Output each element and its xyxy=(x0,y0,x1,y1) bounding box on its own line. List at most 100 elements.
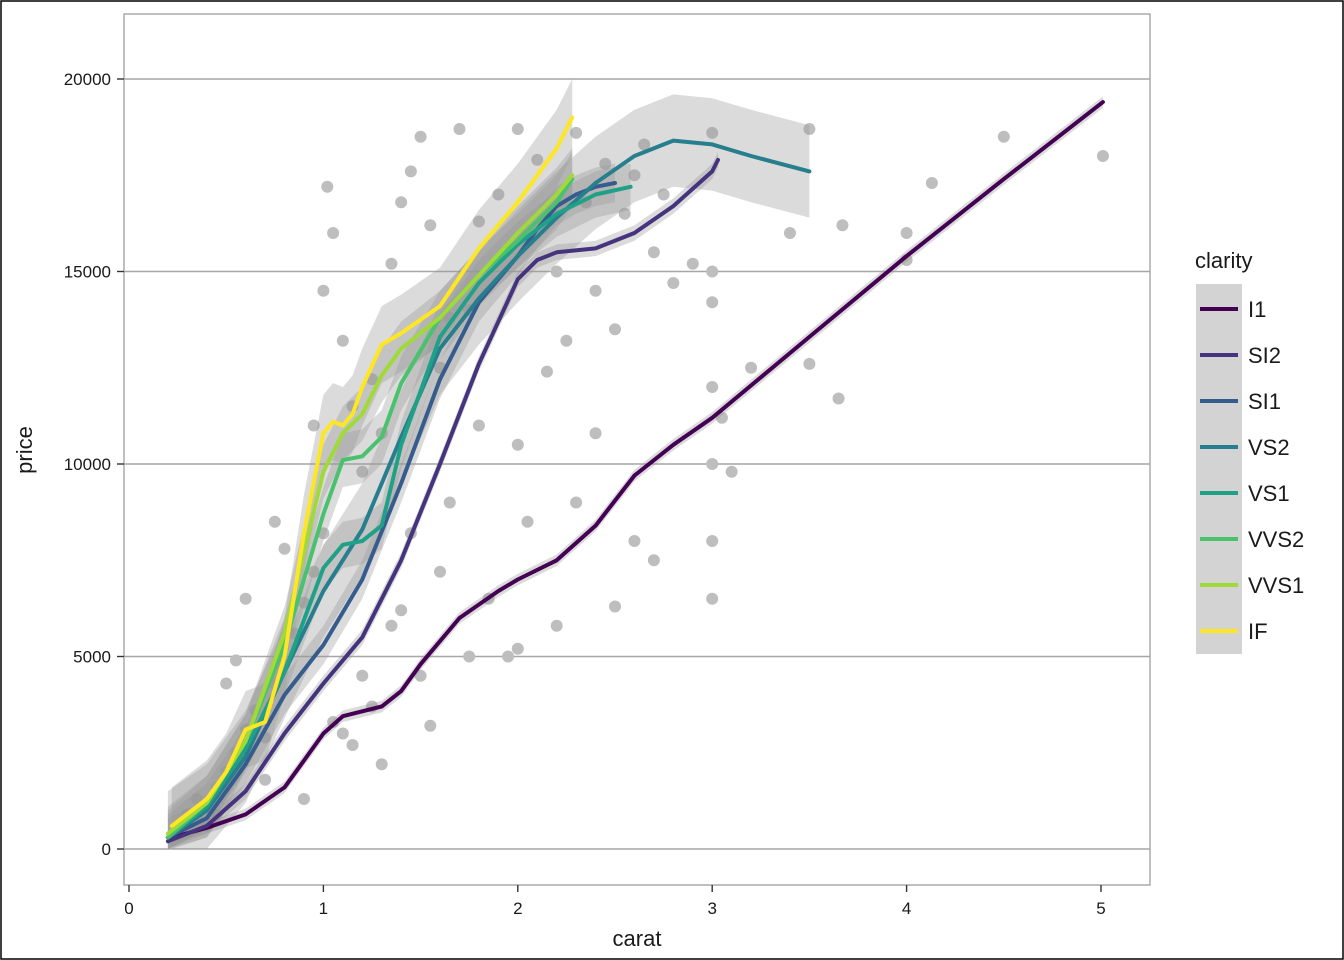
data-point xyxy=(706,535,719,547)
data-point xyxy=(667,277,680,290)
legend-label-si2: SI2 xyxy=(1248,343,1281,368)
series-line-if xyxy=(169,115,575,828)
legend-label-vs1: VS1 xyxy=(1248,481,1290,506)
legend-title: clarity xyxy=(1195,248,1252,273)
legend-items: I1 SI2 SI1 VS2 VS1 VVS2 VVS1 IF xyxy=(1200,297,1304,644)
y-axis-title: price xyxy=(12,426,37,474)
x-tick-label: 2 xyxy=(513,899,522,918)
confidence-band-i1 xyxy=(171,96,1103,844)
data-point xyxy=(375,758,388,771)
data-point xyxy=(609,323,621,336)
data-point xyxy=(706,381,719,393)
data-point xyxy=(589,284,602,297)
data-point xyxy=(638,138,651,151)
data-point xyxy=(657,188,670,201)
data-point xyxy=(618,207,631,220)
data-point xyxy=(521,515,534,528)
data-point xyxy=(570,126,583,139)
data-point xyxy=(317,284,330,297)
y-tick-label: 10000 xyxy=(64,455,111,474)
data-point xyxy=(404,165,417,178)
plot-panel xyxy=(123,13,1151,886)
data-point xyxy=(336,727,349,740)
legend-label-vvs2: VVS2 xyxy=(1248,527,1304,552)
data-point xyxy=(307,565,320,578)
data-point xyxy=(550,619,563,632)
data-point xyxy=(472,215,485,228)
series-line-i1 xyxy=(169,100,1105,840)
data-point xyxy=(925,176,938,189)
data-point xyxy=(414,669,427,682)
data-point xyxy=(706,592,719,605)
data-point xyxy=(414,130,427,143)
data-point xyxy=(395,604,408,617)
data-point xyxy=(346,739,359,752)
axes: 0 1 2 3 4 5 0 5000 10000 15000 20000 xyxy=(64,70,1106,918)
data-point xyxy=(453,123,466,136)
data-point xyxy=(706,265,719,278)
data-point xyxy=(307,419,320,432)
data-point xyxy=(472,419,485,432)
data-point xyxy=(259,773,272,786)
data-point xyxy=(560,334,573,347)
data-point xyxy=(706,296,719,309)
data-point xyxy=(463,650,476,663)
legend-label-i1: I1 xyxy=(1248,297,1266,322)
data-point xyxy=(836,219,849,232)
y-tick-label: 0 xyxy=(102,840,111,859)
data-point xyxy=(745,361,758,374)
series-line-si1 xyxy=(165,181,617,840)
data-point xyxy=(706,458,719,470)
data-point xyxy=(492,188,505,201)
data-point xyxy=(385,257,398,270)
data-point xyxy=(278,542,291,555)
smooth-lines xyxy=(165,100,1105,844)
x-axis-title: carat xyxy=(613,926,662,951)
data-point xyxy=(434,565,447,578)
data-point xyxy=(502,650,515,663)
data-point xyxy=(220,677,233,690)
data-point xyxy=(628,535,641,547)
data-point xyxy=(511,123,524,136)
x-tick-label: 3 xyxy=(707,899,716,918)
grid-lines xyxy=(124,78,1150,850)
data-point xyxy=(803,123,816,136)
x-tick-label: 1 xyxy=(319,899,328,918)
data-point xyxy=(628,169,641,182)
legend-label-vvs1: VVS1 xyxy=(1248,573,1304,598)
y-tick-label: 15000 xyxy=(64,263,111,282)
data-point xyxy=(783,227,796,239)
series-line-vvs1 xyxy=(165,173,575,836)
data-point xyxy=(686,257,699,270)
data-point xyxy=(297,596,310,609)
confidence-band-if xyxy=(171,79,573,849)
legend-label-vs2: VS2 xyxy=(1248,435,1290,460)
legend-label-if: IF xyxy=(1248,619,1268,644)
y-tick-label: 20000 xyxy=(64,70,111,89)
data-point xyxy=(336,334,349,347)
data-point xyxy=(803,357,816,370)
x-tick-label: 4 xyxy=(902,899,911,918)
data-point xyxy=(356,669,369,682)
data-point xyxy=(647,246,660,259)
data-point xyxy=(424,719,437,732)
data-point xyxy=(550,265,563,278)
data-point xyxy=(395,196,408,209)
data-point xyxy=(540,365,553,378)
data-point xyxy=(706,126,719,139)
data-point xyxy=(511,438,524,451)
data-point xyxy=(511,642,524,655)
data-point xyxy=(599,157,612,170)
data-point xyxy=(321,180,334,193)
data-point xyxy=(570,496,583,509)
data-point xyxy=(327,227,340,239)
legend-label-si1: SI1 xyxy=(1248,389,1281,414)
data-point xyxy=(229,654,242,667)
data-point xyxy=(531,153,544,166)
data-point xyxy=(424,219,437,232)
data-point xyxy=(356,465,369,478)
data-point xyxy=(997,130,1010,143)
data-point xyxy=(239,592,252,605)
x-tick-label: 5 xyxy=(1096,899,1105,918)
